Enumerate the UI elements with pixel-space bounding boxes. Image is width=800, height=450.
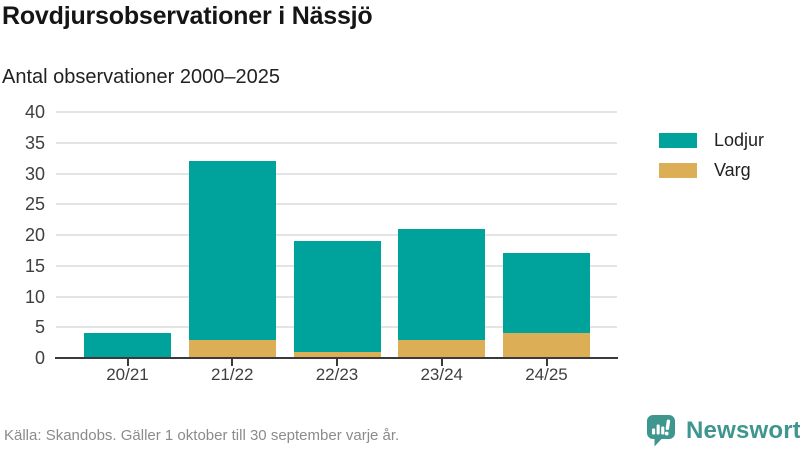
gridline-y35: [56, 141, 617, 144]
source-note: Källa: Skandobs. Gäller 1 oktober till 3…: [4, 427, 400, 444]
y-tick-label-40: 40: [24, 102, 45, 122]
y-tick-label-10: 10: [24, 286, 45, 307]
newsworthy-icon: [647, 415, 675, 447]
brand-logo: Newsworthy: [644, 414, 800, 448]
bar-21-22-varg: [188, 339, 276, 358]
x-tick-label-21-22: 21/22: [210, 365, 254, 384]
plot-area: [56, 111, 617, 358]
bar-21-22-lodjur: [188, 161, 276, 340]
x-tick-21-22: [231, 359, 234, 366]
gridline-y25: [56, 203, 617, 206]
varg-swatch: [659, 162, 697, 178]
x-tick-23-24: [440, 359, 443, 366]
gridline-y30: [56, 172, 617, 175]
page-title: Rovdjursobservationer i Nässjö: [2, 2, 373, 30]
x-tick-20-21: [126, 359, 129, 366]
y-tick-label-35: 35: [24, 132, 45, 153]
bar-24-25-lodjur: [503, 253, 590, 334]
y-tick-label-5: 5: [34, 317, 45, 338]
x-tick-label-23-24: 23/24: [420, 365, 464, 384]
legend-item-lodjur: Lodjur: [659, 131, 764, 149]
y-tick-label-15: 15: [24, 255, 45, 276]
bar-22-23-varg: [293, 351, 381, 358]
y-tick-label-30: 30: [24, 163, 45, 184]
x-axis-line: [55, 357, 618, 359]
legend-label-varg: Varg: [714, 160, 751, 180]
legend-item-varg: Varg: [659, 161, 764, 179]
legend: Lodjur Varg: [659, 131, 764, 179]
bar-23-24-lodjur: [398, 228, 486, 340]
bar-23-24-varg: [398, 339, 486, 358]
bar-20-21-lodjur: [84, 333, 171, 358]
brand-wordmark: Newsworthy: [686, 417, 800, 444]
y-tick-label-0: 0: [34, 348, 45, 368]
x-tick-label-22-23: 22/23: [315, 365, 359, 384]
y-tick-label-25: 25: [24, 194, 45, 215]
bar-22-23-lodjur: [293, 241, 381, 352]
lodjur-swatch: [659, 132, 697, 148]
bar-24-25-varg: [503, 333, 590, 358]
x-tick-24-25: [545, 359, 548, 366]
y-tick-label-20: 20: [24, 225, 45, 245]
x-tick-label-24-25: 24/25: [525, 365, 568, 384]
legend-label-lodjur: Lodjur: [714, 130, 765, 150]
x-tick-label-20-21: 20/21: [106, 365, 149, 384]
gridline-y40: [56, 111, 617, 113]
x-tick-22-23: [336, 359, 338, 366]
gridline-y20: [56, 234, 617, 236]
chart-subtitle: Antal observationer 2000–2025: [2, 66, 280, 88]
